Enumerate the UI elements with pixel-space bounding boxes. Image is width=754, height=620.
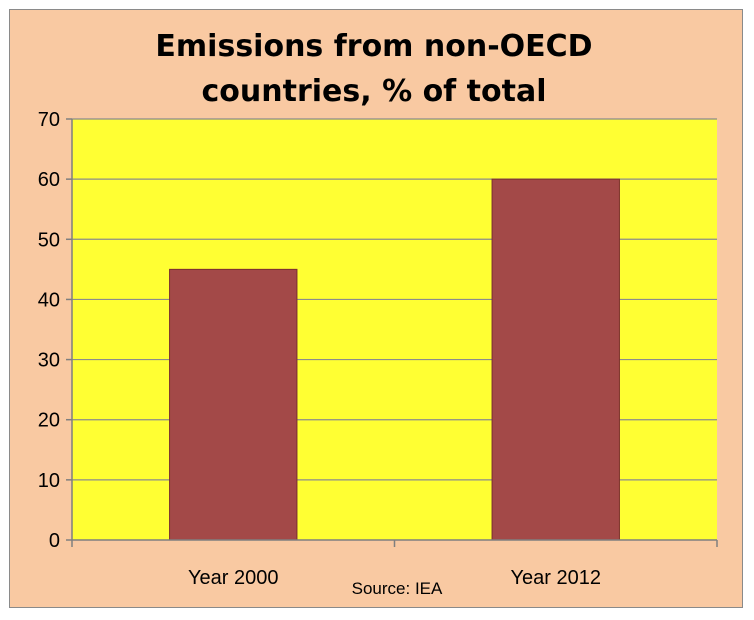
y-tick-labels: 0 10 20 30 40 50 60 70 <box>38 109 60 552</box>
plot-area <box>72 119 717 540</box>
y-tick-label: 20 <box>38 410 60 432</box>
y-tick-label: 10 <box>38 470 60 492</box>
y-tick-label: 30 <box>38 350 60 372</box>
x-category-label: Year 2000 <box>188 567 278 589</box>
x-category-labels: Year 2000 Year 2012 <box>188 567 601 589</box>
y-tick-label: 0 <box>49 530 60 552</box>
chart-title-line-1: Emissions from non-OECD <box>155 29 592 64</box>
source-annotation: Source: IEA <box>352 579 443 598</box>
y-tick-label: 70 <box>38 109 60 131</box>
y-tick-label: 50 <box>38 229 60 251</box>
chart-title-line-2: countries, % of total <box>202 74 547 109</box>
y-tick-label: 60 <box>38 169 60 191</box>
bar <box>169 268 298 541</box>
axes <box>66 118 718 547</box>
chart-frame <box>9 9 743 608</box>
bar <box>491 178 620 541</box>
y-tick-label: 40 <box>38 289 60 311</box>
x-category-label: Year 2012 <box>511 567 601 589</box>
bars <box>169 178 620 541</box>
